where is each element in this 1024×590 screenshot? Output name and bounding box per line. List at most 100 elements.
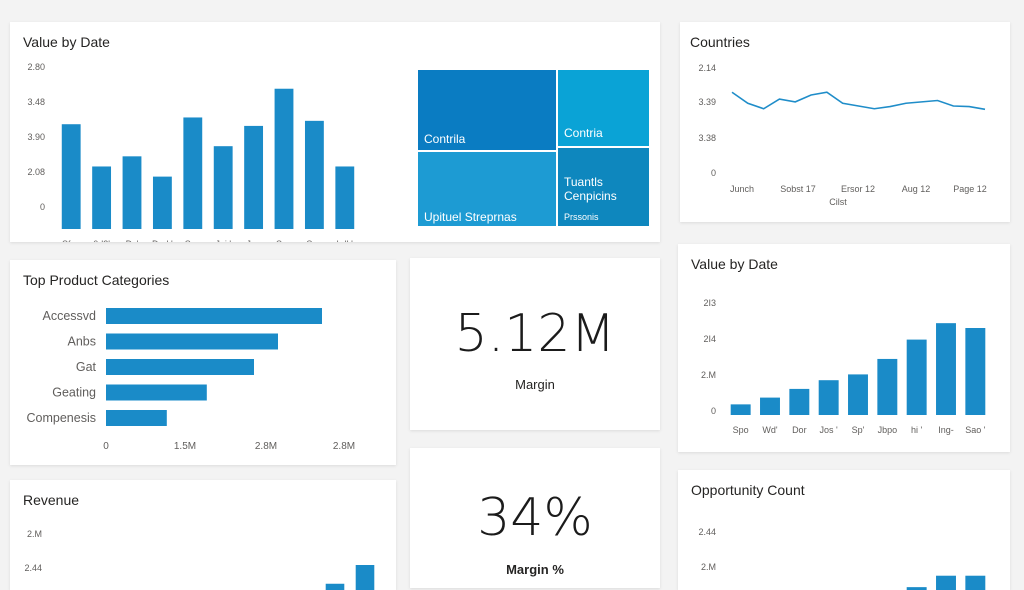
treemap-cell-label: Contrila	[424, 132, 466, 146]
bar	[355, 565, 375, 590]
value-by-date-card[interactable]: Value by Date 0 2.08 3.90 3.48 2.80 Sfpo 0d3' D…	[10, 22, 660, 242]
y-tick-label: 0	[711, 168, 716, 178]
top-product-categories-card[interactable]: Top Product Categories Accessvd Anbs Gat Ge…	[10, 260, 396, 465]
bar	[936, 323, 956, 415]
y-tick-label: 3.38	[698, 133, 716, 143]
bar	[965, 328, 986, 415]
opportunity-count-chart: 2.M 2.44	[698, 527, 986, 590]
series-line	[731, 91, 986, 111]
top-product-categories-title: Top Product Categories	[23, 272, 170, 288]
treemap-cell[interactable]: Contrila	[417, 69, 557, 151]
bar	[122, 156, 142, 229]
y-tick-label: 2.44	[698, 527, 716, 537]
value-by-date-right-card[interactable]: Value by Date 0 2.M 2I4 2I3 Spo Wd' Dor Jos ' Sp…	[678, 244, 1010, 452]
x-tick-label: Sao '	[965, 425, 986, 435]
x-tick-label: Ersor 12	[841, 184, 875, 194]
y-tick-label: 3.48	[27, 97, 45, 107]
treemap-cell-label: Contria	[564, 126, 603, 140]
bar	[152, 176, 172, 229]
treemap-cell[interactable]: Upituel Streprnas	[417, 151, 557, 227]
margin-kpi-card[interactable]: 5.12M Margin	[410, 258, 660, 430]
y-tick-label: Compenesis	[27, 411, 96, 425]
y-tick-label: 2.14	[698, 63, 716, 73]
y-tick-label: 2.44	[24, 563, 42, 573]
bar	[183, 117, 203, 229]
revenue-chart: 2.44 2.M	[24, 529, 375, 590]
bar	[936, 575, 956, 590]
bar	[106, 333, 278, 350]
bar	[818, 380, 839, 415]
bar	[789, 388, 810, 415]
bar	[244, 125, 264, 229]
y-tick-label: Anbs	[68, 335, 97, 349]
x-tick-label: Spg	[306, 239, 322, 242]
x-tick-label: 0d3'	[93, 239, 110, 242]
bar	[106, 384, 207, 401]
x-tick-label: Jbpo	[878, 425, 898, 435]
margin-kpi-label: Margin	[515, 377, 555, 392]
y-tick-label: Gat	[76, 360, 97, 374]
x-tick-label: 2.8M	[333, 441, 355, 452]
x-tick-label: Jos '	[820, 425, 839, 435]
treemap-cell-label: Upituel Streprnas	[424, 210, 517, 224]
top-product-categories-chart: Accessvd Anbs Gat Geating Compenesis 0 1.5M 2.8…	[27, 308, 355, 452]
x-tick-label: Sgo	[185, 239, 201, 242]
revenue-card[interactable]: Revenue 2.44 2.M	[10, 480, 396, 590]
y-tick-label: 0	[711, 406, 716, 416]
y-tick-label: 0	[40, 202, 45, 212]
bar	[213, 146, 233, 229]
y-tick-label: Geating	[52, 386, 96, 400]
bar	[760, 397, 780, 415]
treemap-cell[interactable]: Contria	[557, 69, 650, 147]
y-tick-label: 2.M	[701, 562, 716, 572]
y-tick-label: Accessvd	[43, 309, 97, 323]
value-by-date-title: Value by Date	[23, 34, 110, 50]
x-tick-label: 1.5M	[174, 441, 196, 452]
x-tick-label: Junch	[730, 184, 754, 194]
x-tick-label: Jao	[246, 239, 261, 242]
bar	[274, 88, 294, 229]
bar	[61, 124, 81, 229]
bar	[325, 583, 345, 590]
y-tick-label: 2.08	[27, 167, 45, 177]
revenue-title: Revenue	[23, 492, 80, 508]
value-by-date-right-title: Value by Date	[691, 256, 778, 272]
x-tick-label: 2.8M	[255, 441, 277, 452]
margin-pct-kpi-card[interactable]: 34% Margin %	[410, 448, 660, 588]
y-tick-label: 2.M	[701, 370, 716, 380]
x-tick-label: Sug	[276, 239, 292, 242]
bar	[906, 339, 927, 415]
margin-kpi-value: 5.12M	[454, 304, 616, 364]
y-tick-label: 2I4	[703, 334, 716, 344]
value-by-date-right-chart: 0 2.M 2I4 2I3 Spo Wd' Dor Jos ' Sp' Jbpo hi ' Ing- S…	[701, 298, 986, 435]
x-tick-label: Dc'	[126, 239, 139, 242]
bar	[106, 359, 254, 375]
treemap-cell[interactable]: Tuantls Cenpicins Prssonis	[557, 147, 650, 227]
x-axis-label: Cilst	[829, 197, 847, 207]
x-tick-label: Sfpo	[62, 239, 81, 242]
y-tick-label: 2.80	[27, 62, 45, 72]
treemap-chart: Contrila Contria Upituel Streprnas Tuantls …	[417, 69, 650, 227]
treemap-cell-label: Tuantls Cenpicins	[564, 175, 617, 203]
margin-pct-kpi-label: Margin %	[506, 562, 564, 577]
countries-card[interactable]: Countries 0 3.38 3.39 2.14 Junch Sobst 17 Erso…	[680, 22, 1010, 222]
x-tick-label: hi '	[911, 425, 923, 435]
bar	[730, 404, 751, 415]
bar	[106, 410, 167, 426]
x-tick-label: Sp'	[852, 425, 865, 435]
margin-pct-kpi-value: 34%	[477, 488, 593, 548]
x-tick-label: Page 12	[953, 184, 987, 194]
x-tick-label: 0	[103, 441, 109, 452]
countries-title: Countries	[690, 34, 750, 50]
bar	[877, 358, 898, 415]
opportunity-count-title: Opportunity Count	[691, 482, 805, 498]
y-tick-label: 3.39	[698, 97, 716, 107]
y-tick-label: 3.90	[27, 132, 45, 142]
x-tick-label: Jpi '	[215, 239, 231, 242]
bar	[965, 575, 986, 590]
bar	[848, 374, 868, 415]
x-tick-label: Aug 12	[902, 184, 931, 194]
opportunity-count-card[interactable]: Opportunity Count 2.M 2.44	[678, 470, 1010, 590]
x-tick-label: Ing-	[938, 425, 954, 435]
bar	[92, 166, 112, 229]
